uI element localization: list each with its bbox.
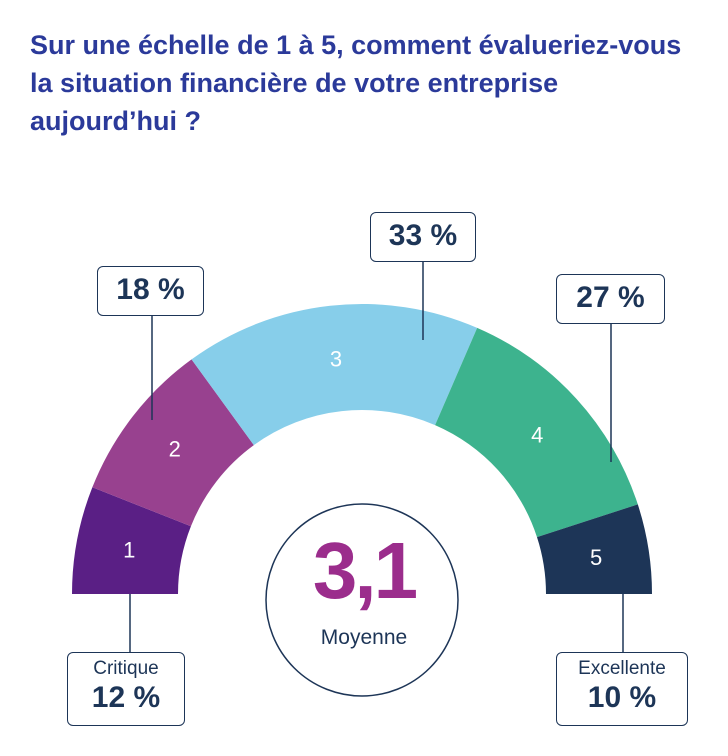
value-text-2: 18 % [116,273,185,306]
value-label-5: Excellente 10 % [556,652,688,726]
average-label: Moyenne [320,626,408,649]
value-text-1: 12 % [91,681,161,714]
segment-2 [92,359,254,527]
value-label-3: 33 % [370,212,476,262]
segment-label-3: 3 [330,346,342,371]
segment-label-4: 4 [531,422,543,447]
value-text-3: 33 % [388,219,458,252]
segment-label-2: 2 [169,437,181,462]
value-label-2: 18 % [97,266,204,316]
segment-label-1: 1 [123,538,135,563]
segment-5 [536,504,652,594]
segment-3 [191,304,478,446]
segment-1 [72,487,191,594]
value-text-5: 10 % [587,681,657,714]
average-value: 3,1 [312,526,418,615]
chart-title: Sur une échelle de 1 à 5, comment évalue… [30,30,682,136]
segment-4 [435,327,638,538]
value-text-4: 27 % [576,281,645,314]
segment-label-5: 5 [590,545,602,570]
value-label-4: 27 % [556,274,665,324]
value-label-1: Critique 12 % [67,652,185,726]
average-circle [265,503,459,697]
critique-label: Critique [93,658,159,679]
excellente-label: Excellente [578,658,666,679]
